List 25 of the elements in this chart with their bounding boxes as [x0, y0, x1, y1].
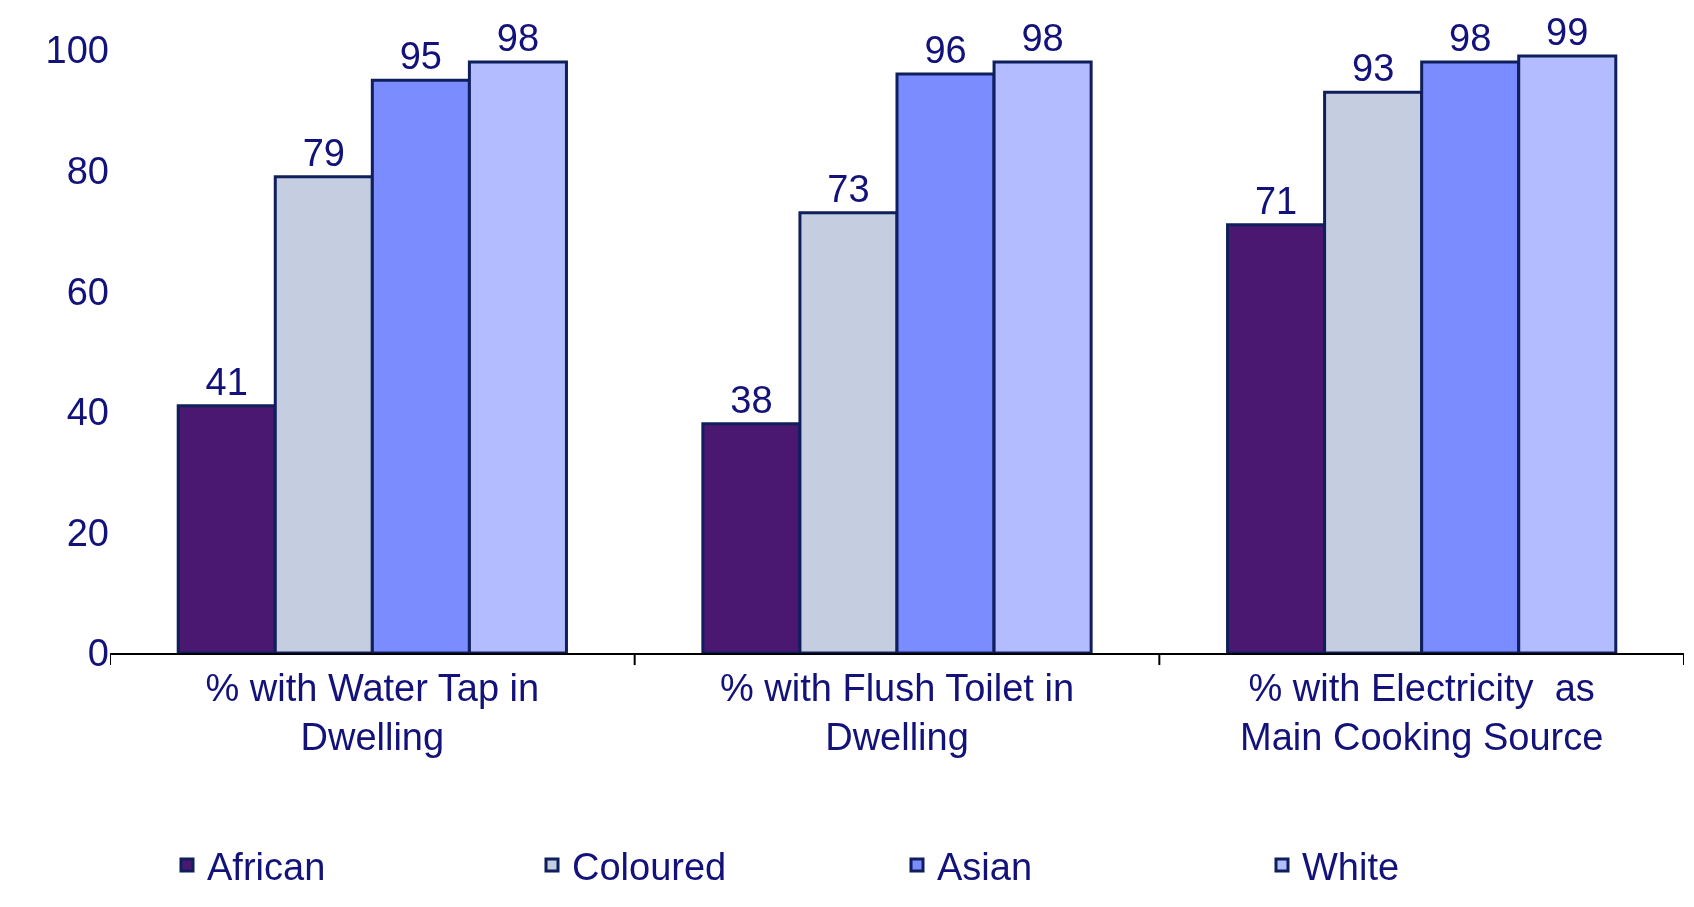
data-label: 96	[924, 29, 967, 72]
y-tick-label: 80	[66, 149, 109, 192]
data-label: 99	[1546, 11, 1589, 54]
data-label: 98	[496, 17, 540, 60]
data-label: 98	[1021, 17, 1064, 60]
data-label: 73	[827, 167, 870, 210]
data-label: 93	[1351, 47, 1395, 90]
data-label: 71	[1254, 179, 1298, 222]
y-tick-label: 0	[87, 632, 109, 675]
data-label: 79	[302, 131, 345, 174]
data-label: 95	[399, 35, 443, 78]
legend-label: White	[1302, 845, 1400, 888]
legend-label: African	[207, 845, 326, 888]
y-tick-label: 20	[66, 511, 109, 554]
y-tick-label: 100	[45, 29, 109, 72]
data-label: 38	[730, 378, 773, 421]
data-label: 98	[1449, 17, 1492, 60]
y-tick-label: 40	[66, 391, 109, 434]
data-label: 41	[205, 360, 248, 403]
y-tick-label: 60	[66, 270, 109, 313]
x-tick-label: % with Water Tap in Dwelling	[205, 666, 540, 758]
x-tick-label: % with Electricity as Main Cooking Source	[1240, 666, 1604, 758]
legend-label: Coloured	[572, 845, 727, 888]
x-tick-label: % with Flush Toilet in Dwelling	[719, 666, 1075, 758]
legend-label: Asian	[937, 845, 1033, 888]
